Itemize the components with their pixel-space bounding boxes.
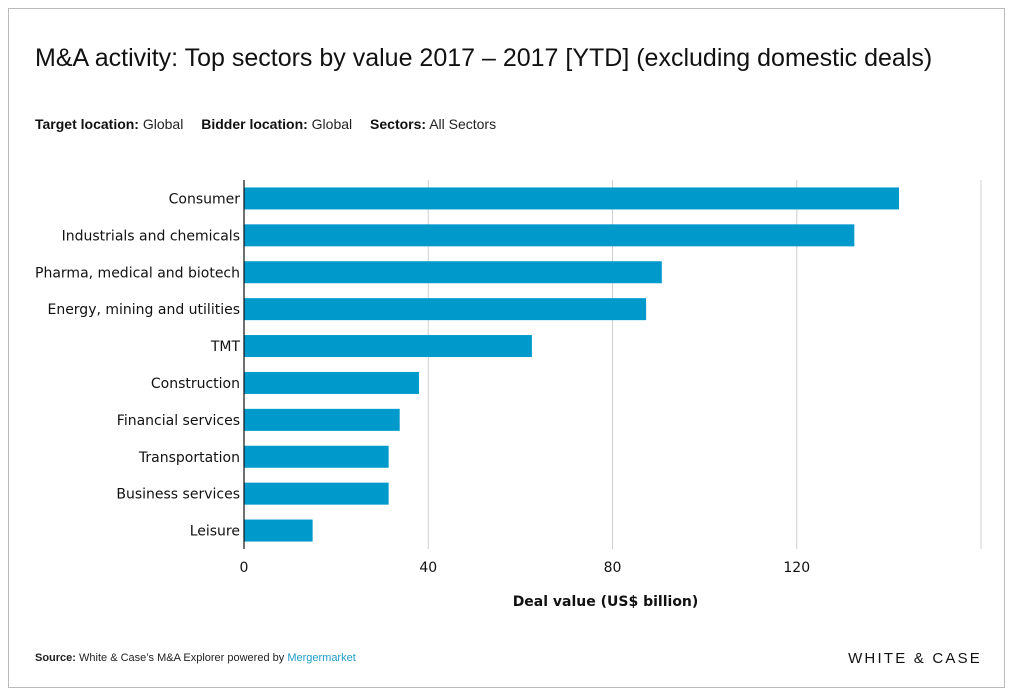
filter-label: Sectors: — [370, 116, 427, 132]
source-note: Source: White & Case’s M&A Explorer powe… — [35, 652, 356, 664]
category-label: Transportation — [138, 450, 240, 466]
filter-summary: Target location: Global Bidder location:… — [35, 116, 510, 132]
x-tick-label: 0 — [240, 560, 249, 576]
filter-value: Global — [142, 116, 184, 132]
x-tick-label: 80 — [604, 560, 622, 576]
bar — [244, 519, 313, 542]
filter-label: Target location: — [35, 116, 139, 132]
category-label: Leisure — [190, 524, 240, 540]
source-link[interactable]: Mergermarket — [287, 652, 356, 664]
category-label: Business services — [116, 487, 240, 503]
category-label: Industrials and chemicals — [62, 228, 240, 244]
category-label: Financial services — [117, 413, 240, 429]
brand-logo: WHITE & CASE — [848, 650, 982, 667]
x-tick-label: 120 — [783, 560, 810, 576]
x-axis-label: Deal value (US$ billion) — [513, 594, 699, 610]
category-label: TMT — [210, 339, 241, 355]
category-label: Energy, mining and utilities — [47, 302, 240, 318]
filter-bidder-location: Bidder location: Global — [201, 116, 352, 132]
bar — [244, 224, 855, 247]
filter-target-location: Target location: Global — [35, 116, 183, 132]
filter-label: Bidder location: — [201, 116, 308, 132]
bar — [244, 298, 647, 321]
category-label: Construction — [151, 376, 240, 392]
chart-frame — [8, 8, 1005, 688]
filter-value: All Sectors — [429, 116, 497, 132]
bar — [244, 408, 400, 431]
filter-value: Global — [311, 116, 353, 132]
x-tick-label: 40 — [419, 560, 437, 576]
filter-sectors: Sectors: All Sectors — [370, 116, 496, 132]
source-text: White & Case’s M&A Explorer powered by — [79, 652, 285, 664]
category-label: Pharma, medical and biotech — [35, 265, 240, 281]
chart-title: M&A activity: Top sectors by value 2017 … — [35, 44, 933, 72]
source-label: Source: — [35, 652, 76, 664]
bar — [244, 187, 900, 210]
bar — [244, 335, 532, 358]
bar — [244, 371, 420, 394]
bar — [244, 482, 389, 505]
category-label: Consumer — [169, 191, 241, 207]
bar — [244, 445, 389, 468]
bar — [244, 261, 662, 284]
